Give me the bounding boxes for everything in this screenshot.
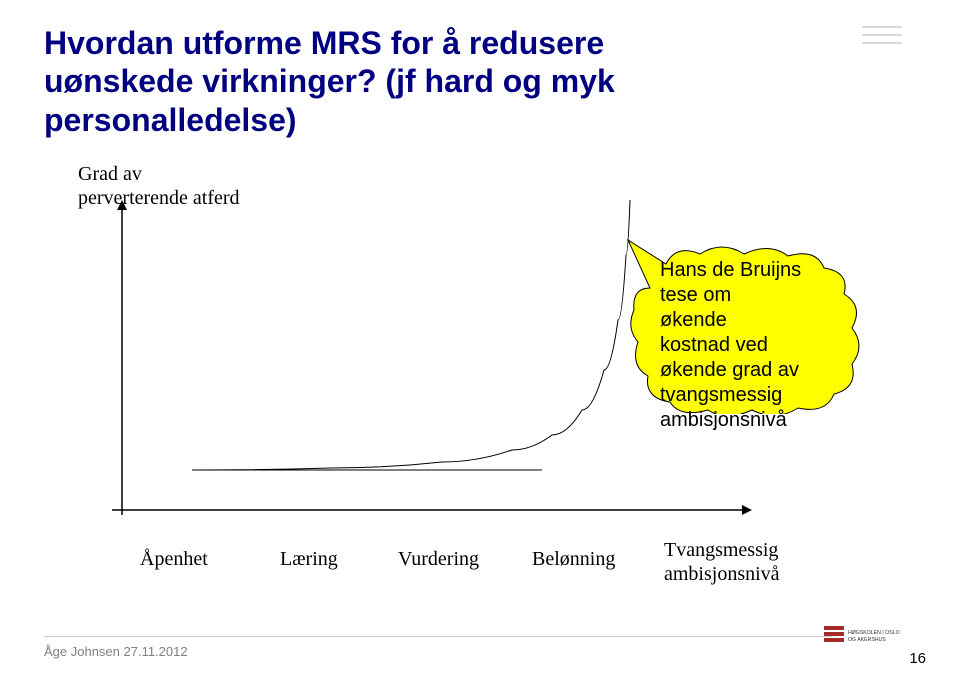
slide: Hvordan utforme MRS for å redusere uønsk… xyxy=(0,0,960,681)
y-label-line-1: Grad av xyxy=(78,163,142,185)
callout-line-6: tvangsmessig xyxy=(660,384,782,406)
callout-line-2: tese om xyxy=(660,284,731,306)
title-line-3: (jf hard og myk xyxy=(385,63,614,99)
callout-line-4: kostnad ved xyxy=(660,334,768,356)
callout-line-3: økende xyxy=(660,309,727,331)
logo-text-1: HØGSKOLEN I OSLO xyxy=(848,630,900,636)
callout-line-5: økende grad av xyxy=(660,359,799,381)
title-line-1: Hvordan utforme MRS for å redusere xyxy=(44,25,604,61)
logo-text-2: OG AKERSHUS xyxy=(848,637,886,643)
callout-text: Hans de Bruijns tese om økende kostnad v… xyxy=(660,258,840,433)
x-label-4: Belønning xyxy=(532,548,615,571)
x-label-1: Åpenhet xyxy=(140,548,208,571)
callout-bubble: Hans de Bruijns tese om økende kostnad v… xyxy=(626,238,866,414)
x-label-5-line-2: ambisjonsnivå xyxy=(664,562,780,586)
footer-divider xyxy=(44,636,832,637)
footer-text: Åge Johnsen 27.11.2012 xyxy=(44,644,188,659)
callout-line-1: Hans de Bruijns xyxy=(660,259,801,281)
title-line-2: uønskede virkninger? xyxy=(44,63,377,99)
callout-line-7: ambisjonsnivå xyxy=(660,409,787,431)
institution-logo: HØGSKOLEN I OSLO OG AKERSHUS xyxy=(824,624,902,659)
title-line-4: personalledelse) xyxy=(44,102,297,138)
slide-title: Hvordan utforme MRS for å redusere uønsk… xyxy=(44,24,804,139)
corner-lines-icon xyxy=(862,24,902,57)
x-label-5-line-1: Tvangsmessig xyxy=(664,538,778,562)
x-label-3: Vurdering xyxy=(398,548,479,571)
x-label-2: Læring xyxy=(280,548,338,571)
page-number: 16 xyxy=(909,650,926,667)
